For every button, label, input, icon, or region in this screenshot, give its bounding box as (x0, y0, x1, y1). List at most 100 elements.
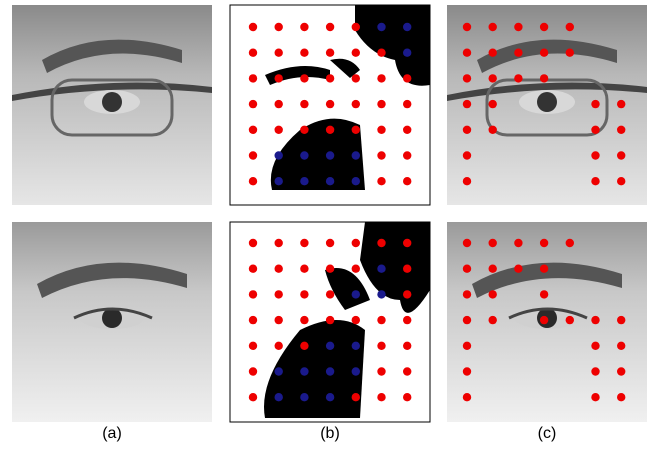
sample-dot (300, 239, 308, 247)
sample-dot (352, 393, 360, 401)
sample-dot (540, 290, 548, 298)
sample-dot (617, 126, 625, 134)
sample-dot (463, 290, 471, 298)
sample-dot (463, 23, 471, 31)
sample-dot (249, 100, 257, 108)
sample-dot (249, 126, 257, 134)
sample-dot (377, 126, 385, 134)
sample-dot (352, 23, 360, 31)
sample-dot (275, 177, 283, 185)
sample-dot (403, 265, 411, 273)
sample-dot (617, 316, 625, 324)
sample-dot (249, 23, 257, 31)
sample-dot (403, 316, 411, 324)
sample-dot (540, 239, 548, 247)
sample-dot (403, 126, 411, 134)
sample-dot (249, 290, 257, 298)
sample-dot (300, 177, 308, 185)
sample-dot (352, 126, 360, 134)
sample-dot (403, 74, 411, 82)
sample-dot (352, 342, 360, 350)
sample-dot (463, 126, 471, 134)
sample-dot (540, 23, 548, 31)
figure: (a) (b) (c) (0, 0, 652, 450)
sample-dot (514, 74, 522, 82)
sample-dot (352, 151, 360, 159)
sample-dot (275, 265, 283, 273)
sample-dot (591, 100, 599, 108)
sample-dot (591, 151, 599, 159)
sample-dot (463, 367, 471, 375)
sample-dot (463, 151, 471, 159)
sample-dot (326, 23, 334, 31)
sample-dot (300, 126, 308, 134)
sample-dot (352, 100, 360, 108)
sample-dot (275, 126, 283, 134)
sample-dot (352, 265, 360, 273)
face-image (447, 5, 647, 205)
sample-dot (540, 74, 548, 82)
sample-dot (275, 316, 283, 324)
sample-dot (463, 100, 471, 108)
sample-dot (514, 49, 522, 57)
sample-dot (463, 49, 471, 57)
sample-dot (275, 74, 283, 82)
sample-dot (403, 367, 411, 375)
sample-dot (352, 290, 360, 298)
sample-dot (275, 290, 283, 298)
sample-dot (463, 239, 471, 247)
sample-dot (300, 342, 308, 350)
sample-dot (275, 393, 283, 401)
sample-dot (300, 367, 308, 375)
sample-dot (326, 393, 334, 401)
caption: (a) (102, 425, 122, 442)
sample-dot (352, 49, 360, 57)
sample-dot (514, 265, 522, 273)
sample-dot (326, 49, 334, 57)
sample-dot (566, 23, 574, 31)
sample-dot (403, 23, 411, 31)
sample-dot (617, 367, 625, 375)
sample-dot (300, 49, 308, 57)
sample-dot (275, 151, 283, 159)
sample-dot (463, 265, 471, 273)
sample-dot (377, 23, 385, 31)
face-image (12, 222, 212, 422)
sample-dot (566, 49, 574, 57)
sample-dot (463, 393, 471, 401)
sample-dot (377, 100, 385, 108)
sample-dot (489, 74, 497, 82)
sample-dot (275, 49, 283, 57)
sample-dot (489, 126, 497, 134)
sample-dot (617, 177, 625, 185)
sample-dot (540, 265, 548, 273)
sample-dot (617, 342, 625, 350)
sample-dot (300, 23, 308, 31)
sample-dot (377, 367, 385, 375)
sample-dot (403, 151, 411, 159)
sample-dot (275, 100, 283, 108)
sample-dot (249, 316, 257, 324)
sample-dot (489, 100, 497, 108)
sample-dot (326, 177, 334, 185)
sample-dot (249, 393, 257, 401)
sample-dot (591, 367, 599, 375)
sample-dot (403, 177, 411, 185)
sample-dot (403, 342, 411, 350)
sample-dot (566, 239, 574, 247)
sample-dot (300, 265, 308, 273)
sample-dot (326, 290, 334, 298)
sample-dot (326, 100, 334, 108)
sample-dot (403, 239, 411, 247)
sample-dot (326, 239, 334, 247)
sample-dot (377, 151, 385, 159)
caption: (c) (538, 425, 557, 442)
sample-dot (403, 100, 411, 108)
sample-dot (377, 316, 385, 324)
sample-dot (489, 23, 497, 31)
sample-dot (326, 74, 334, 82)
sample-dot (463, 342, 471, 350)
sample-dot (300, 316, 308, 324)
sample-dot (249, 74, 257, 82)
sample-dot (352, 239, 360, 247)
